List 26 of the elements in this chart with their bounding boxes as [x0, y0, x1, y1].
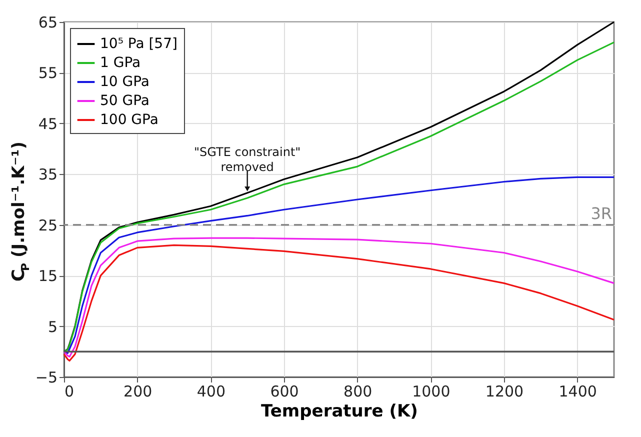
x-tick-label: 200: [124, 382, 152, 400]
x-tick-label: 0: [64, 382, 74, 400]
y-tick-label: 35: [38, 166, 58, 184]
y-tick-label: 25: [38, 216, 58, 234]
annotation: "SGTE constraint" removed: [194, 144, 301, 174]
x-axis-title: Temperature (K): [261, 402, 418, 422]
y-tick-label: 5: [48, 318, 58, 336]
x-tick-label: 800: [344, 382, 372, 400]
x-tick-label: 1200: [485, 382, 524, 400]
y-axis-title: CP (J.mol⁻¹.K⁻¹): [9, 141, 32, 282]
legend-label: 10 GPa: [100, 74, 150, 90]
legend-label: 50 GPa: [100, 93, 150, 109]
line-series: [63, 176, 615, 354]
y-tick-label: 45: [38, 114, 58, 133]
x-tick-label: 600: [270, 382, 299, 400]
y-tick-label: 65: [38, 14, 58, 32]
y-tick-label: 15: [38, 267, 58, 286]
x-tick-label: 1400: [558, 382, 597, 400]
y-tick-label: −5: [35, 368, 58, 386]
x-tick-label: 1000: [412, 382, 450, 400]
legend-label: 100 GPa: [100, 112, 158, 128]
x-tick-label: 400: [196, 382, 226, 400]
ref-line-label: 3R: [590, 204, 612, 223]
y-tick-label: 55: [38, 64, 58, 82]
legend-label: 1 GPa: [100, 55, 141, 71]
legend-label: 10⁵ Pa [57]: [100, 36, 178, 52]
